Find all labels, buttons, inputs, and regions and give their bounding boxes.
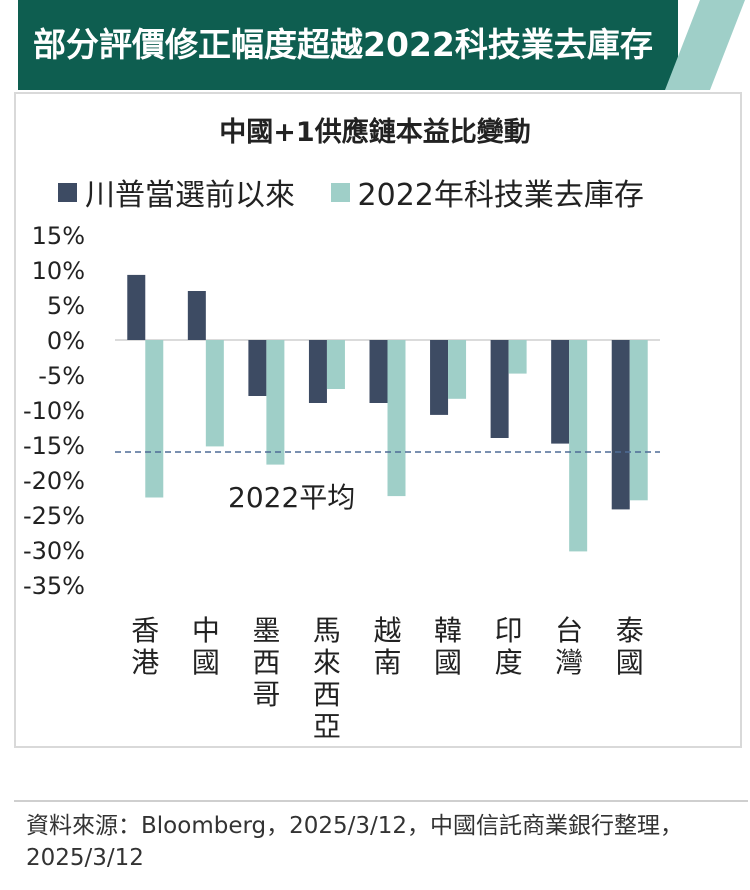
legend-label-series-1: 川普當選前以來 (85, 178, 295, 213)
y-tick-label: -35% (23, 572, 85, 600)
y-tick-label: -20% (23, 467, 85, 495)
bar-light (326, 340, 345, 389)
legend-label-series-2: 2022年科技業去庫存 (357, 178, 644, 213)
source-note: 資料來源：Bloomberg，2025/3/12，中國信託商業銀行整理，2025… (26, 813, 684, 871)
category-label-char: 西 (252, 646, 280, 679)
category-label-char: 來 (313, 646, 341, 679)
bar-light (508, 340, 527, 374)
legend-swatch-dark (58, 182, 77, 202)
category-label-char: 國 (616, 646, 644, 679)
category-label: 越 (373, 614, 401, 647)
bar-dark (611, 340, 630, 510)
bar-light (387, 340, 406, 497)
category-label-char: 南 (373, 646, 401, 679)
category-label: 中 (192, 614, 220, 647)
category-label-char: 港 (131, 646, 159, 679)
legend-item-series-1: 川普當選前以來 (58, 170, 295, 214)
bar-dark (127, 274, 146, 340)
y-tick-label: 5% (47, 292, 85, 320)
category-label: 韓 (434, 614, 462, 647)
y-tick-label: -10% (23, 397, 85, 425)
y-tick-label: -30% (23, 537, 85, 565)
bar-dark (490, 340, 509, 438)
bar-dark (248, 340, 267, 396)
y-tick-label: -5% (38, 362, 85, 390)
category-label-char: 哥 (252, 678, 280, 711)
legend-item-series-2: 2022年科技業去庫存 (330, 170, 644, 214)
bar-light (629, 340, 648, 501)
bar-dark (430, 340, 449, 415)
y-tick-label: -15% (23, 432, 85, 460)
category-label-char: 國 (192, 646, 220, 679)
legend-swatch-light (330, 182, 350, 202)
chart-title: 中國+1供應鏈本益比變動 (219, 117, 531, 148)
header-banner (18, 0, 678, 90)
bar-dark (308, 340, 327, 403)
category-label: 台 (555, 614, 583, 647)
bar-chart: 15% 10% 5% 0% -5% -10% -15% -20% -25% -30% -35% 香港中… (23, 222, 660, 743)
category-label-char: 度 (495, 646, 523, 679)
chart-legend: 川普當選前以來 2022年科技業去庫存 (58, 170, 670, 214)
bar-dark (551, 340, 570, 444)
banner-stripe-decoration (665, 0, 745, 90)
category-label-char: 國 (434, 646, 462, 679)
bar-dark (369, 340, 388, 403)
bar-light (569, 340, 588, 552)
banner-title: 部分評價修正幅度超越2022科技業去庫存 (33, 25, 653, 64)
bar-dark (187, 291, 206, 340)
category-label-char: 西 (313, 678, 341, 711)
category-label: 印 (495, 614, 523, 647)
bar-light (448, 340, 467, 399)
category-label: 墨 (252, 614, 280, 647)
y-tick-label: 10% (32, 257, 85, 285)
category-label: 泰 (616, 614, 644, 647)
category-label-char: 灣 (555, 646, 583, 679)
bar-light (205, 340, 224, 447)
bar-light (266, 340, 285, 465)
bar-light (145, 340, 164, 498)
reference-line-label: 2022平均 (228, 481, 355, 514)
category-label: 香 (131, 614, 159, 647)
y-tick-label: -25% (23, 502, 85, 530)
category-label: 馬 (313, 614, 341, 647)
y-tick-label: 15% (32, 222, 85, 250)
category-label-char: 亞 (313, 710, 341, 743)
y-tick-label: 0% (47, 327, 85, 355)
footer-divider (14, 800, 748, 802)
